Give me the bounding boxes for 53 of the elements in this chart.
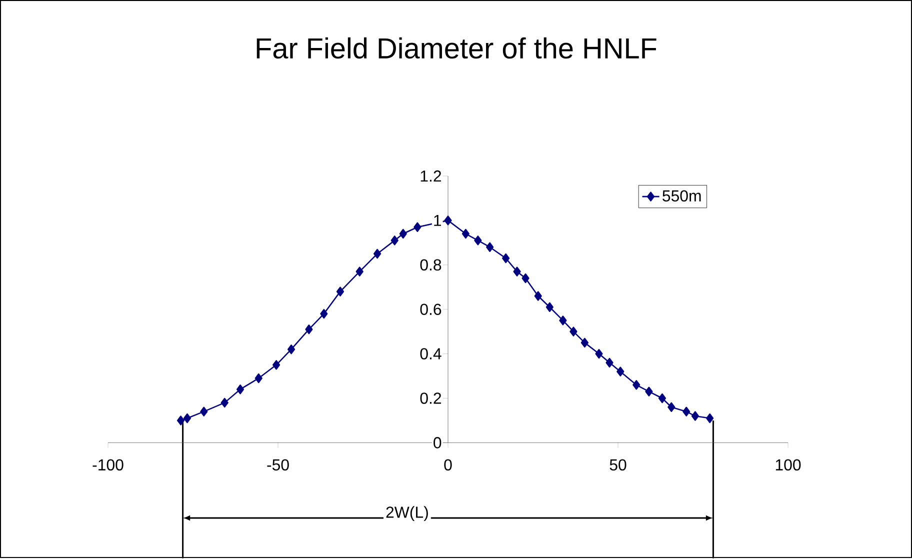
point: [200, 406, 208, 416]
point: [645, 386, 653, 396]
x-tick-label: 0: [444, 459, 452, 470]
y-tick-label: 0.6: [420, 304, 442, 315]
point: [486, 242, 494, 252]
point: [254, 373, 262, 384]
y-tick-label: 0.8: [420, 259, 442, 271]
point: [220, 398, 228, 408]
y-tick-label: 1: [434, 214, 442, 226]
point: [632, 380, 640, 390]
point: [706, 413, 714, 424]
point: [682, 406, 690, 416]
point: [236, 384, 244, 394]
point: [668, 402, 676, 412]
chart-title: Far Field Diameter of the HNLF: [256, 37, 656, 59]
point: [320, 308, 328, 319]
point: [606, 358, 614, 368]
point: [570, 326, 578, 336]
point: [580, 338, 588, 348]
point: [390, 236, 398, 246]
point: [305, 324, 313, 334]
point: [272, 360, 280, 370]
x-tick-label: 100: [776, 459, 801, 470]
point: [513, 266, 521, 276]
point: [502, 253, 510, 264]
legend-label: 550m: [662, 190, 701, 202]
point: [559, 316, 567, 326]
point: [356, 266, 364, 276]
point: [462, 228, 470, 239]
point: [399, 228, 407, 239]
point: [414, 222, 422, 232]
y-tick-label: 0.2: [420, 392, 442, 404]
y-tick-label: 1.2: [420, 170, 442, 182]
point: [474, 236, 482, 246]
point: [534, 291, 542, 301]
point: [658, 393, 666, 404]
point: [691, 411, 699, 421]
x-tick-label: 50: [610, 459, 626, 470]
text: 2W(L): [386, 506, 428, 522]
point: [444, 216, 452, 226]
point: [373, 248, 382, 259]
point: [336, 286, 344, 296]
point: [616, 366, 624, 376]
y-tick-label: 0.4: [420, 348, 442, 360]
point: [546, 302, 554, 312]
point: [287, 344, 296, 354]
y-tick-label: 0: [434, 437, 442, 448]
x-tick-label: -100: [92, 459, 124, 470]
point: [176, 416, 185, 426]
point: [595, 348, 603, 359]
point: [183, 413, 192, 424]
x-tick-label: -50: [267, 459, 289, 470]
point: [522, 273, 530, 284]
